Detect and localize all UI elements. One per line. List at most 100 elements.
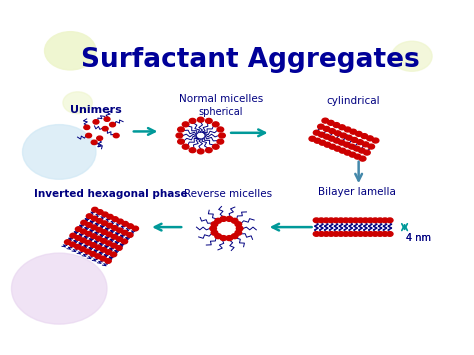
Circle shape [105,259,111,263]
Circle shape [220,217,227,222]
Circle shape [313,231,319,236]
Circle shape [117,219,123,224]
Circle shape [91,234,97,239]
Circle shape [74,245,81,249]
Circle shape [127,233,133,237]
Circle shape [318,231,324,236]
Circle shape [95,254,101,258]
Circle shape [231,234,238,239]
Circle shape [333,138,340,143]
Circle shape [226,236,233,241]
Circle shape [362,231,368,236]
Circle shape [189,119,196,123]
Circle shape [97,210,103,214]
Circle shape [93,120,99,124]
Text: 4 nm: 4 nm [406,233,431,243]
Circle shape [96,219,103,223]
Circle shape [354,146,360,151]
Text: Inverted hexagonal phase: Inverted hexagonal phase [34,189,188,199]
Circle shape [353,231,359,236]
Circle shape [11,253,107,324]
Circle shape [85,240,91,245]
Circle shape [347,218,354,223]
Circle shape [357,231,364,236]
Circle shape [91,225,97,230]
Circle shape [64,240,71,245]
Circle shape [314,138,321,143]
Circle shape [85,231,92,236]
Circle shape [122,230,128,235]
Circle shape [206,119,212,123]
Circle shape [212,144,219,149]
Circle shape [86,214,92,218]
Circle shape [96,228,102,232]
Circle shape [329,144,336,149]
Circle shape [343,218,349,223]
Circle shape [109,122,116,127]
Circle shape [176,133,182,138]
Text: cylindrical: cylindrical [326,96,380,106]
Circle shape [104,117,110,121]
Circle shape [85,249,91,254]
Circle shape [178,127,184,132]
Circle shape [116,237,123,241]
Circle shape [322,118,328,123]
Circle shape [387,231,393,236]
Circle shape [101,221,108,225]
Circle shape [226,217,233,222]
Circle shape [81,229,87,234]
Circle shape [110,252,117,257]
Circle shape [351,137,358,142]
Circle shape [90,243,96,247]
Circle shape [328,136,335,141]
Circle shape [178,139,184,144]
Circle shape [100,256,106,261]
Circle shape [211,230,218,235]
Circle shape [344,150,351,155]
Circle shape [92,207,98,212]
Circle shape [318,124,324,129]
Circle shape [339,125,346,130]
Circle shape [96,236,102,241]
Circle shape [367,231,374,236]
Circle shape [189,148,196,153]
Circle shape [111,243,117,248]
Circle shape [354,154,361,159]
Circle shape [323,218,329,223]
Circle shape [217,139,224,144]
Circle shape [339,148,346,153]
Circle shape [113,133,119,138]
Circle shape [313,130,320,135]
Circle shape [80,238,86,243]
Circle shape [344,127,351,132]
Circle shape [100,247,107,252]
Circle shape [235,222,242,227]
Circle shape [323,231,329,236]
Circle shape [122,222,128,226]
Circle shape [359,148,365,153]
Circle shape [346,135,352,140]
Circle shape [22,125,96,179]
Circle shape [335,131,341,136]
Circle shape [348,144,355,149]
Circle shape [323,126,330,131]
Circle shape [333,231,339,236]
Circle shape [212,122,219,127]
Circle shape [45,32,96,70]
Circle shape [347,231,354,236]
Circle shape [215,234,221,239]
Circle shape [338,218,344,223]
Circle shape [63,92,92,114]
Circle shape [319,132,325,137]
Text: Surfactant Aggregates: Surfactant Aggregates [81,47,419,73]
Circle shape [86,223,92,227]
Text: Bilayer lamella: Bilayer lamella [318,187,396,197]
Circle shape [215,218,221,223]
Circle shape [359,156,366,161]
Circle shape [86,133,91,138]
Circle shape [334,146,341,151]
Circle shape [70,242,76,247]
Circle shape [353,218,359,223]
Circle shape [340,133,346,138]
Text: Normal micelles: Normal micelles [179,94,263,104]
